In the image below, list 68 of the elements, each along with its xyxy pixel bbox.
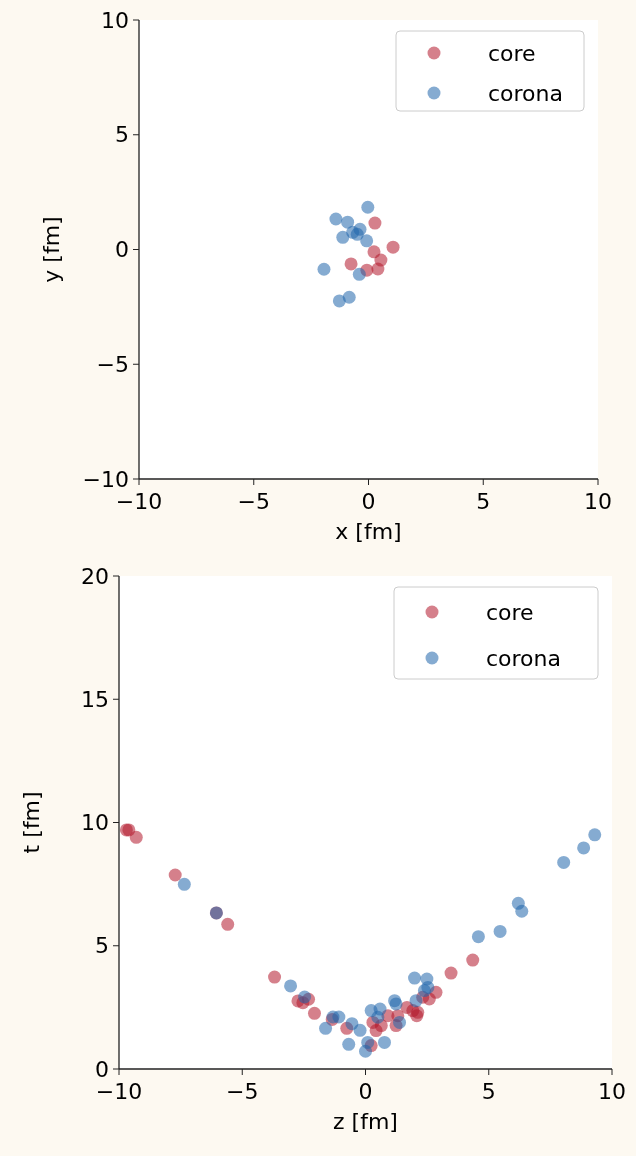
point — [360, 234, 374, 248]
legend-label: core — [486, 599, 534, 625]
point — [332, 1010, 346, 1024]
point — [408, 971, 422, 985]
legend-label: core — [488, 40, 536, 66]
x-tick-label: 0 — [361, 489, 376, 514]
point — [317, 262, 331, 276]
legend-label: corona — [488, 80, 564, 106]
point — [298, 990, 312, 1004]
legend-label: corona — [486, 645, 562, 671]
point — [493, 924, 507, 938]
point — [361, 200, 375, 214]
point — [588, 828, 602, 842]
y-tick-label: 15 — [81, 686, 109, 712]
point — [268, 970, 282, 984]
point — [332, 294, 346, 308]
point — [353, 1023, 367, 1037]
point — [421, 980, 435, 994]
x-axis-title: z [fm] — [333, 1109, 398, 1134]
x-tick-label: −5 — [226, 1079, 259, 1104]
y-tick-label: 0 — [115, 237, 129, 263]
x-tick-label: −5 — [237, 489, 270, 514]
point — [342, 1037, 356, 1051]
y-tick-label: 20 — [81, 563, 109, 589]
point — [368, 216, 382, 230]
y-tick-label: 5 — [115, 122, 129, 148]
point — [515, 904, 529, 918]
y-axis-title: y [fm] — [39, 216, 64, 283]
point — [284, 979, 298, 993]
point — [344, 257, 358, 271]
point — [307, 1006, 321, 1020]
point — [444, 966, 458, 980]
point — [409, 994, 423, 1008]
x-tick-label: 10 — [598, 1079, 626, 1104]
point — [168, 868, 182, 882]
point — [466, 953, 480, 967]
point — [341, 215, 355, 229]
point — [350, 227, 364, 241]
point — [386, 240, 400, 254]
y-axis-title: t [fm] — [19, 791, 44, 854]
point — [177, 877, 191, 891]
point — [336, 230, 350, 244]
point — [557, 855, 571, 869]
point — [352, 267, 366, 281]
point — [129, 830, 143, 844]
x-tick-label: 10 — [584, 489, 612, 514]
point — [577, 841, 591, 855]
point — [393, 1015, 407, 1029]
point — [319, 1021, 333, 1035]
point — [221, 917, 235, 931]
point — [371, 262, 385, 276]
y-tick-label: 0 — [95, 1056, 109, 1082]
y-tick-label: 10 — [101, 7, 129, 33]
point — [329, 212, 343, 226]
y-tick-label: −5 — [96, 351, 129, 377]
y-tick-label: 10 — [81, 810, 109, 836]
point — [361, 1035, 375, 1049]
y-tick-label: −10 — [82, 466, 129, 492]
point — [371, 1010, 385, 1024]
point — [377, 1035, 391, 1049]
point — [345, 1017, 359, 1031]
y-tick-label: 5 — [95, 933, 109, 959]
x-tick-label: 5 — [476, 489, 491, 514]
x-axis-title: x [fm] — [335, 519, 402, 544]
x-tick-label: 0 — [358, 1079, 373, 1104]
point — [410, 1009, 424, 1023]
x-tick-label: 5 — [481, 1079, 496, 1104]
point — [471, 930, 485, 944]
